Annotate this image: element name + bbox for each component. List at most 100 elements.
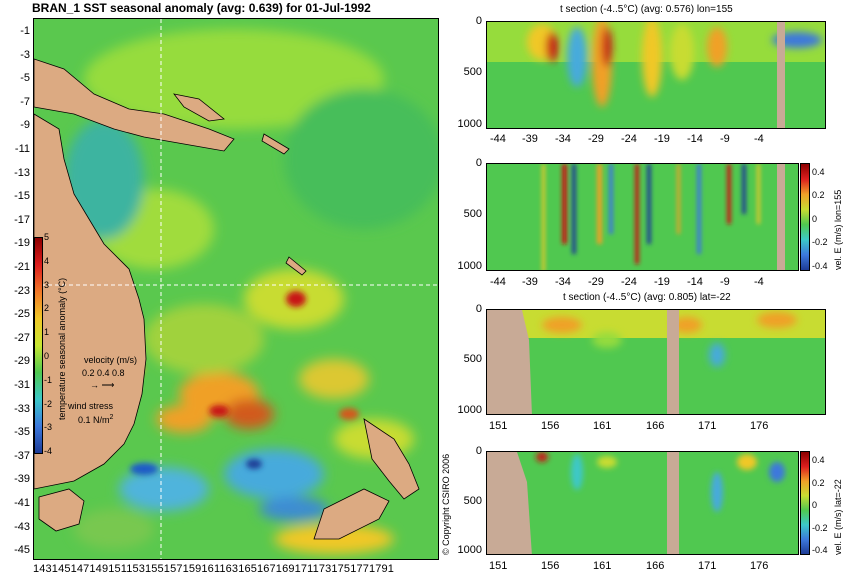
velocity-colorbar-tick: 0.2 bbox=[812, 477, 825, 488]
velocity-colorbar-tick: -0.4 bbox=[812, 545, 828, 556]
axis-tick: -44 bbox=[490, 133, 506, 145]
velocity-legend-arrows: → ⟶ bbox=[90, 380, 115, 390]
depth-tick: 0 bbox=[475, 445, 482, 457]
velocity-colorbar-tick: -0.2 bbox=[812, 237, 828, 248]
map-lat-tick: -39 bbox=[14, 473, 30, 486]
map-lat-tick: -9 bbox=[20, 119, 30, 132]
depth-tick: 1000 bbox=[457, 544, 482, 557]
velocity-colorbar-tick: 0.2 bbox=[812, 190, 825, 201]
axis-tick: -14 bbox=[687, 133, 703, 145]
depth-tick: 1000 bbox=[457, 117, 482, 130]
axis-tick: -14 bbox=[687, 276, 703, 288]
map-lat-tick: -7 bbox=[20, 95, 30, 108]
map-lat-tick: -25 bbox=[14, 308, 30, 321]
map-lat-tick: -31 bbox=[14, 379, 30, 391]
axis-tick: -24 bbox=[621, 276, 637, 288]
velocity-colorbar-tick: 0 bbox=[812, 500, 818, 511]
map-colorbar-tick: -1 bbox=[44, 374, 53, 385]
axis-tick: -39 bbox=[522, 133, 538, 145]
axis-tick: 171 bbox=[698, 560, 717, 572]
panel3-title: t section (-4..5°C) (avg: 0.805) lat=-22 bbox=[563, 292, 731, 303]
panel1-title: t section (-4..5°C) (avg: 0.576) lon=155 bbox=[560, 4, 733, 15]
wind-stress-label: wind stress bbox=[68, 401, 114, 411]
axis-tick: -4 bbox=[754, 276, 764, 288]
axis-tick: 176 bbox=[750, 560, 769, 572]
map-title: BRAN_1 SST seasonal anomaly (avg: 0.639)… bbox=[32, 1, 371, 15]
map-lat-tick: -41 bbox=[14, 497, 30, 509]
map-lat-tick: -37 bbox=[14, 449, 30, 462]
depth-tick: 1000 bbox=[457, 259, 482, 272]
map-lat-tick: -15 bbox=[14, 190, 30, 203]
map-colorbar bbox=[34, 237, 43, 454]
map-lat-tick: -33 bbox=[14, 402, 30, 415]
map-colorbar-tick: 5 bbox=[44, 232, 50, 242]
axis-tick: -24 bbox=[621, 133, 637, 145]
axis-tick: -34 bbox=[555, 133, 571, 145]
depth-tick: 500 bbox=[463, 353, 482, 366]
map-lat-tick: -21 bbox=[14, 261, 30, 273]
panel4-colorbar bbox=[800, 451, 810, 555]
panel2-colorbar-label: vel. E (m/s) lon=155 bbox=[833, 189, 843, 270]
sst-anomaly-map[interactable] bbox=[33, 18, 439, 560]
axis-tick: 176 bbox=[750, 420, 769, 432]
map-lat-tick: -11 bbox=[14, 143, 30, 155]
map-colorbar-tick: 0 bbox=[44, 351, 50, 361]
axis-tick: 171 bbox=[698, 420, 717, 432]
section-panel-lat22-velocity[interactable] bbox=[486, 451, 799, 555]
velocity-colorbar-tick: 0 bbox=[812, 213, 818, 224]
section-panel-lon155-temperature[interactable] bbox=[486, 21, 826, 129]
map-lat-tick: -27 bbox=[14, 331, 30, 344]
map-lat-tick: -43 bbox=[14, 520, 30, 533]
map-lat-tick: -45 bbox=[14, 544, 30, 557]
axis-tick: -9 bbox=[720, 133, 730, 145]
axis-tick: -39 bbox=[522, 276, 538, 288]
panel4-colorbar-label: vel. E (m/s) lat=-22 bbox=[833, 479, 843, 555]
depth-tick: 0 bbox=[475, 157, 482, 169]
axis-tick: -19 bbox=[654, 276, 670, 288]
map-lat-tick: -23 bbox=[14, 284, 30, 297]
map-lat-tick: -13 bbox=[14, 166, 30, 179]
map-lat-tick: -19 bbox=[14, 237, 30, 250]
map-lat-tick: -5 bbox=[20, 72, 30, 85]
depth-tick: 0 bbox=[475, 15, 482, 27]
map-colorbar-tick: 1 bbox=[44, 327, 50, 338]
map-lat-tick: -29 bbox=[14, 355, 30, 368]
axis-tick: 166 bbox=[646, 420, 665, 432]
velocity-legend-values: 0.2 0.4 0.8 bbox=[82, 368, 125, 378]
depth-tick: 500 bbox=[463, 494, 482, 507]
velocity-colorbar-tick: -0.4 bbox=[812, 260, 828, 271]
map-lat-tick: -17 bbox=[14, 213, 30, 226]
depth-tick: 500 bbox=[463, 66, 482, 79]
map-colorbar-tick: -2 bbox=[44, 398, 53, 409]
depth-tick: 500 bbox=[463, 208, 482, 221]
velocity-colorbar-tick: 0.4 bbox=[812, 167, 825, 177]
panel2-colorbar bbox=[800, 163, 810, 271]
axis-tick: -19 bbox=[654, 133, 670, 145]
copyright-notice: © Copyright CSIRO 2006 bbox=[441, 453, 451, 555]
velocity-legend-label: velocity (m/s) bbox=[84, 355, 138, 365]
axis-tick: 161 bbox=[593, 560, 612, 572]
map-lat-tick: -1 bbox=[20, 25, 30, 37]
map-lat-tick: -35 bbox=[14, 426, 30, 439]
axis-tick: -29 bbox=[588, 276, 604, 288]
depth-tick: 0 bbox=[475, 303, 482, 315]
axis-tick: -4 bbox=[754, 133, 764, 145]
axis-tick: -9 bbox=[720, 276, 730, 288]
axis-tick: 156 bbox=[541, 420, 560, 432]
section-panel-lat22-temperature[interactable] bbox=[486, 309, 826, 415]
map-colorbar-tick: -4 bbox=[44, 446, 53, 457]
map-colorbar-tick: 4 bbox=[44, 255, 50, 266]
axis-tick: -34 bbox=[555, 276, 571, 288]
map-colorbar-label: temperature seasonal anomaly (°C) bbox=[57, 277, 67, 420]
depth-tick: 1000 bbox=[457, 403, 482, 416]
map-colorbar-tick: 3 bbox=[44, 279, 50, 290]
section-panel-lon155-velocity[interactable] bbox=[486, 163, 799, 271]
axis-tick: 166 bbox=[646, 560, 665, 572]
wind-stress-value: 0.1 N/m2 bbox=[78, 414, 114, 425]
velocity-colorbar-tick: -0.2 bbox=[812, 522, 828, 533]
map-colorbar-tick: -3 bbox=[44, 422, 53, 433]
axis-tick: -29 bbox=[588, 133, 604, 145]
map-colorbar-tick: 2 bbox=[44, 303, 50, 314]
axis-tick: 161 bbox=[593, 420, 612, 432]
map-longitude-axis: 1431451471491511531551571591611631651671… bbox=[33, 563, 395, 575]
